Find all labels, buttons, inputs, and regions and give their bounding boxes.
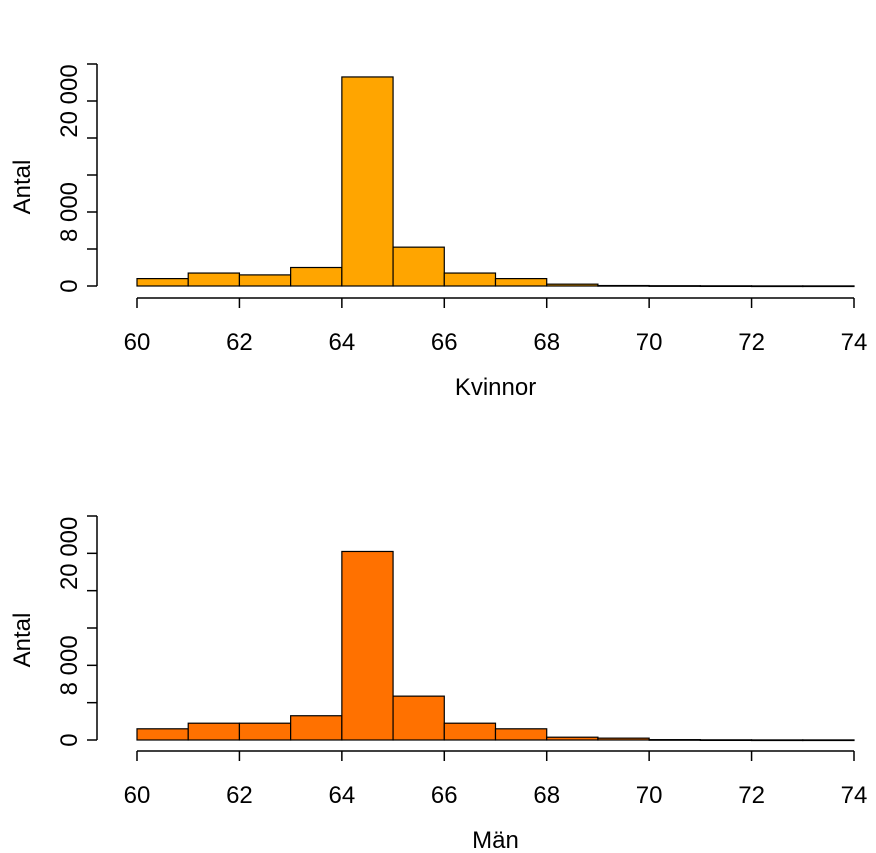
bar-group (136, 550, 855, 742)
histogram-bar (443, 722, 497, 741)
x-tick-label: 64 (329, 782, 356, 809)
x-tick-label: 70 (636, 329, 663, 356)
histogram-bar (494, 278, 548, 287)
histogram-bar (494, 728, 548, 741)
x-tick-label: 70 (636, 782, 663, 809)
y-axis: 0 8 000 20 000 (56, 515, 98, 747)
histogram-panel-man: 0 8 000 20 000 60 62 64 66 68 70 72 74 Män Antal (9, 515, 868, 853)
x-tick-label: 68 (533, 782, 560, 809)
histogram-bar (546, 283, 599, 287)
x-tick-label: 66 (431, 329, 458, 356)
y-tick-label: 0 (56, 279, 83, 292)
x-tick-label: 60 (124, 329, 151, 356)
x-tick-label: 66 (431, 782, 458, 809)
y-axis-title: Antal (9, 160, 36, 215)
histogram-bar (238, 722, 292, 741)
histogram-bar (750, 739, 804, 742)
x-tick-label: 62 (226, 329, 253, 356)
histogram-bar (290, 715, 343, 741)
y-tick-label: 20 000 (56, 517, 83, 590)
histogram-bar (597, 737, 650, 741)
x-tick-label: 74 (841, 782, 868, 809)
x-tick-label: 72 (738, 782, 765, 809)
histogram-bar (802, 739, 855, 742)
x-axis-title: Män (472, 827, 519, 853)
histogram-bar (750, 285, 804, 288)
y-tick-label: 0 (56, 733, 83, 746)
x-tick-label: 60 (124, 782, 151, 809)
histogram-bar (597, 284, 650, 287)
histogram-bar (341, 76, 394, 287)
x-tick-label: 62 (226, 782, 253, 809)
y-tick-label: 8 000 (56, 635, 83, 695)
histogram-bar (238, 274, 292, 287)
histogram-bar (648, 739, 701, 741)
x-tick-label: 64 (329, 329, 356, 356)
y-axis-title: Antal (9, 613, 36, 668)
histogram-bar (187, 722, 241, 741)
histogram-bar (392, 695, 445, 741)
x-tick-label: 68 (533, 329, 560, 356)
histogram-bar (648, 285, 701, 287)
histogram-bar (136, 278, 189, 287)
histogram-panel-kvinnor: 0 8 000 20 000 60 62 64 66 68 70 72 74 Kvinnor An… (9, 63, 868, 401)
y-tick-label: 8 000 (56, 182, 83, 242)
histogram-bar (136, 728, 189, 741)
histogram-bar (290, 266, 343, 287)
x-tick-label: 72 (738, 329, 765, 356)
histogram-bar (392, 246, 445, 287)
x-tick-label: 74 (841, 329, 868, 356)
x-axis-title: Kvinnor (455, 374, 536, 401)
x-axis: 60 62 64 66 68 70 72 74 (124, 297, 868, 356)
histogram-bar (546, 736, 599, 741)
y-axis: 0 8 000 20 000 (56, 63, 98, 293)
histogram-bar (341, 550, 394, 741)
histogram-bar (699, 739, 753, 742)
histogram-bar (443, 272, 497, 287)
histogram-bar (802, 285, 855, 288)
x-axis: 60 62 64 66 68 70 72 74 (124, 750, 868, 809)
bar-group (136, 76, 855, 288)
y-tick-label: 20 000 (56, 64, 83, 137)
histogram-bar (699, 285, 753, 288)
histogram-bar (187, 272, 241, 287)
